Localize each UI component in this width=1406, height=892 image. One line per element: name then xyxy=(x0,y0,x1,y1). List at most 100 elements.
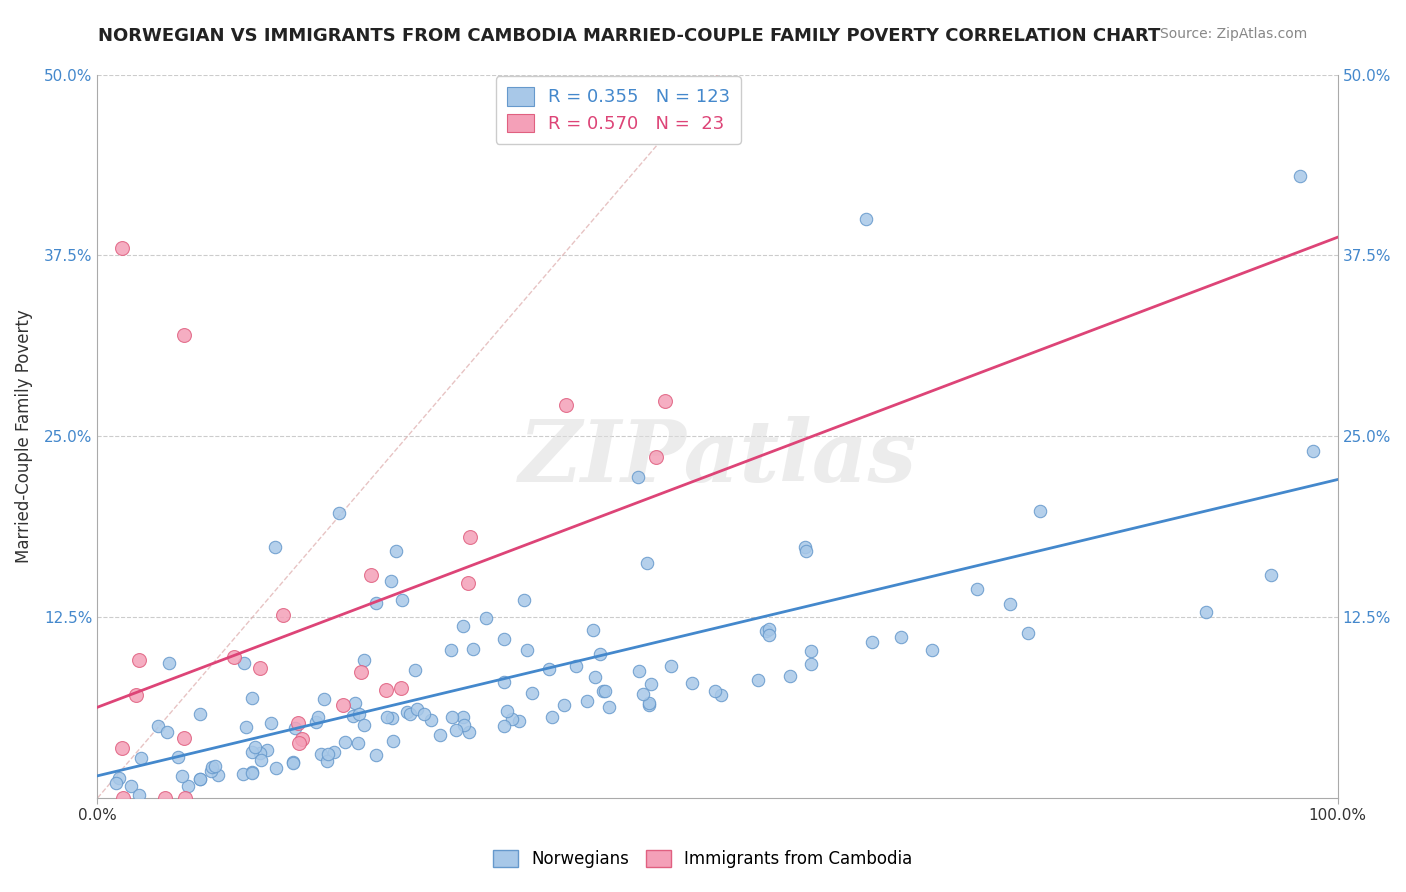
Norwegians xyxy=(794,544,817,558)
Immigrants from Cambodia xyxy=(350,665,373,679)
Norwegians xyxy=(314,692,336,706)
Norwegians xyxy=(177,779,200,793)
Norwegians xyxy=(128,789,150,803)
Immigrants from Cambodia xyxy=(555,398,578,412)
Norwegians xyxy=(508,714,530,728)
Immigrants from Cambodia xyxy=(153,791,176,805)
Norwegians xyxy=(541,710,564,724)
Text: NORWEGIAN VS IMMIGRANTS FROM CAMBODIA MARRIED-COUPLE FAMILY POVERTY CORRELATION : NORWEGIAN VS IMMIGRANTS FROM CAMBODIA MA… xyxy=(98,27,1161,45)
Norwegians xyxy=(283,755,305,769)
Immigrants from Cambodia xyxy=(249,661,271,675)
Y-axis label: Married-Couple Family Poverty: Married-Couple Family Poverty xyxy=(15,310,32,563)
Immigrants from Cambodia xyxy=(111,241,134,255)
Norwegians xyxy=(260,715,283,730)
Norwegians xyxy=(474,610,496,624)
Norwegians xyxy=(440,709,463,723)
Norwegians xyxy=(538,662,561,676)
Immigrants from Cambodia xyxy=(128,653,150,667)
Norwegians xyxy=(364,596,387,610)
Immigrants from Cambodia xyxy=(112,791,135,805)
Norwegians xyxy=(233,656,256,670)
Norwegians xyxy=(316,747,339,762)
Norwegians xyxy=(333,735,356,749)
Norwegians xyxy=(380,574,402,588)
Norwegians xyxy=(1194,605,1216,619)
Legend: Norwegians, Immigrants from Cambodia: Norwegians, Immigrants from Cambodia xyxy=(486,843,920,875)
Norwegians xyxy=(395,705,418,719)
Norwegians xyxy=(406,701,429,715)
Norwegians xyxy=(627,470,650,484)
Norwegians xyxy=(800,657,823,672)
Norwegians xyxy=(575,694,598,708)
Norwegians xyxy=(458,725,481,739)
Norwegians xyxy=(381,734,404,748)
Norwegians xyxy=(385,543,408,558)
Norwegians xyxy=(120,780,142,794)
Immigrants from Cambodia xyxy=(287,716,309,731)
Norwegians xyxy=(516,643,538,657)
Norwegians xyxy=(349,707,371,722)
Norwegians xyxy=(581,624,603,638)
Immigrants from Cambodia xyxy=(645,450,668,465)
Norwegians xyxy=(638,698,661,712)
Norwegians xyxy=(167,749,190,764)
Norwegians xyxy=(589,647,612,661)
Immigrants from Cambodia xyxy=(654,393,676,408)
Legend: R = 0.355   N = 123, R = 0.570   N =  23: R = 0.355 N = 123, R = 0.570 N = 23 xyxy=(496,77,741,144)
Norwegians xyxy=(451,709,474,723)
Norwegians xyxy=(453,718,475,732)
Norwegians xyxy=(381,711,404,725)
Norwegians xyxy=(107,771,129,785)
Norwegians xyxy=(512,593,534,607)
Norwegians xyxy=(245,740,267,755)
Immigrants from Cambodia xyxy=(174,791,197,805)
Norwegians xyxy=(592,684,614,698)
Norwegians xyxy=(342,709,364,723)
Norwegians xyxy=(170,769,193,783)
Norwegians xyxy=(631,687,654,701)
Norwegians xyxy=(242,745,264,759)
Norwegians xyxy=(250,753,273,767)
Norwegians xyxy=(681,675,703,690)
Immigrants from Cambodia xyxy=(111,740,134,755)
Norwegians xyxy=(862,635,884,649)
Norwegians xyxy=(200,764,222,778)
Immigrants from Cambodia xyxy=(457,575,479,590)
Immigrants from Cambodia xyxy=(125,688,148,702)
Norwegians xyxy=(755,624,778,639)
Norwegians xyxy=(305,715,328,730)
Norwegians xyxy=(463,642,485,657)
Norwegians xyxy=(155,724,177,739)
Norwegians xyxy=(800,644,823,658)
Norwegians xyxy=(353,653,375,667)
Immigrants from Cambodia xyxy=(360,567,382,582)
Norwegians xyxy=(240,690,263,705)
Norwegians xyxy=(104,776,127,790)
Norwegians xyxy=(190,706,212,721)
Norwegians xyxy=(264,761,287,775)
Immigrants from Cambodia xyxy=(374,683,396,698)
Norwegians xyxy=(188,772,211,786)
Norwegians xyxy=(328,506,350,520)
Text: Source: ZipAtlas.com: Source: ZipAtlas.com xyxy=(1160,27,1308,41)
Norwegians xyxy=(502,712,524,726)
Norwegians xyxy=(855,212,877,227)
Norwegians xyxy=(256,743,278,757)
Norwegians xyxy=(793,540,815,554)
Norwegians xyxy=(628,664,651,678)
Norwegians xyxy=(710,688,733,702)
Norwegians xyxy=(201,760,224,774)
Norwegians xyxy=(429,729,451,743)
Norwegians xyxy=(131,751,153,765)
Norwegians xyxy=(307,710,329,724)
Norwegians xyxy=(1000,598,1022,612)
Norwegians xyxy=(283,756,305,770)
Norwegians xyxy=(779,669,801,683)
Immigrants from Cambodia xyxy=(291,731,314,746)
Norwegians xyxy=(553,698,575,713)
Norwegians xyxy=(520,686,543,700)
Norwegians xyxy=(638,696,661,710)
Norwegians xyxy=(412,706,434,721)
Norwegians xyxy=(758,628,780,642)
Norwegians xyxy=(494,675,516,690)
